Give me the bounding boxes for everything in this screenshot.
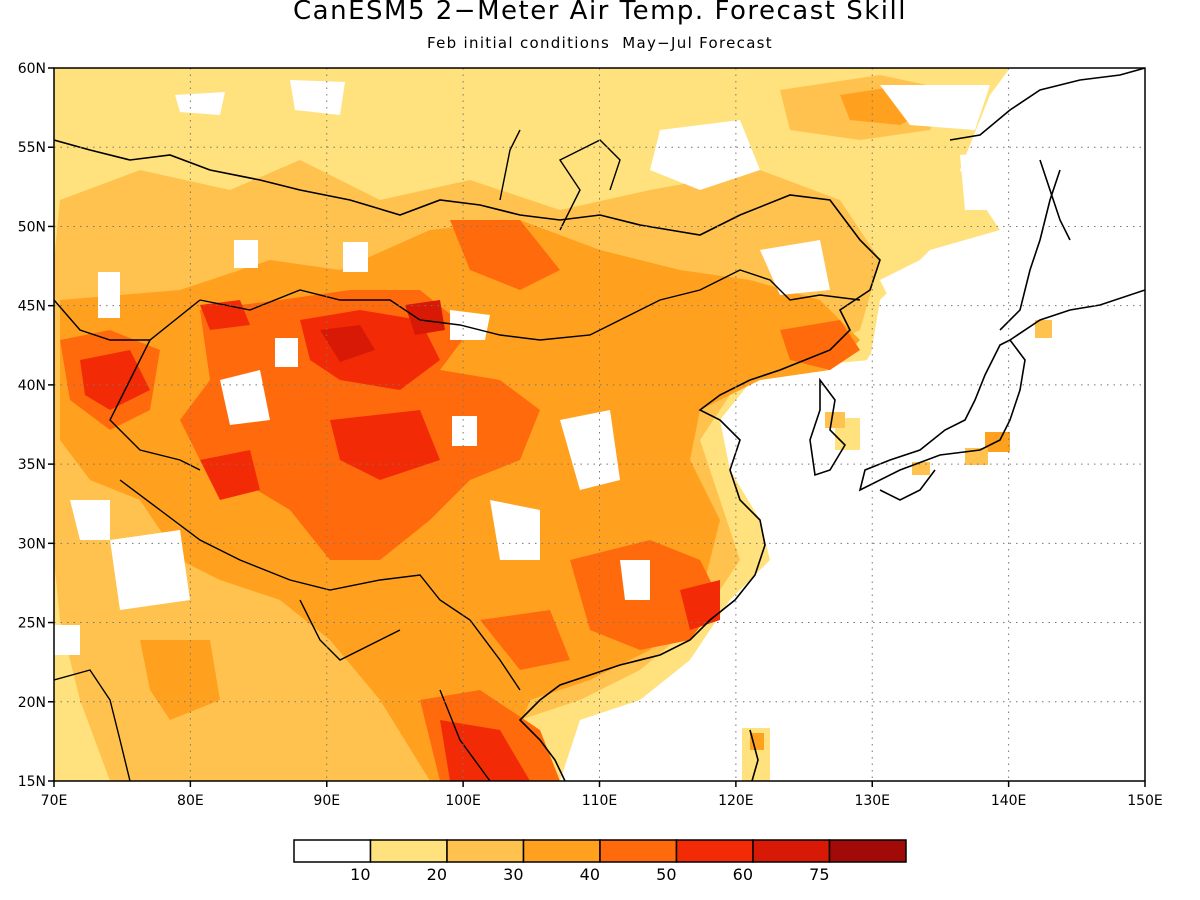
x-tick-label: 140E	[991, 793, 1027, 809]
y-tick-label: 45N	[18, 299, 46, 315]
y-axis-labels: 15N 20N 25N 30N 35N 40N 45N 50N 55N 60N	[18, 61, 46, 790]
y-tick-label: 35N	[18, 457, 46, 473]
y-tick-label: 30N	[18, 536, 46, 552]
axis-ticks	[48, 67, 1146, 787]
y-tick-label: 55N	[18, 140, 46, 156]
colorbar-swatch	[522, 839, 601, 863]
colorbar-label: 30	[503, 865, 523, 884]
colorbar-label: 20	[427, 865, 447, 884]
colorbar-swatch	[293, 839, 372, 863]
x-tick-label: 120E	[718, 793, 754, 809]
colorbar-swatch	[446, 839, 525, 863]
coastlines	[54, 68, 1145, 781]
map-subtitle: Feb initial conditions May−Jul Forecast	[427, 34, 773, 52]
skill-field	[54, 68, 1145, 781]
y-tick-label: 20N	[18, 695, 46, 711]
colorbar-label: 10	[350, 865, 370, 884]
colorbar-swatch	[675, 839, 754, 863]
map-title: CanESM5 2−Meter Air Temp. Forecast Skill	[293, 0, 907, 26]
colorbar-label: 50	[656, 865, 676, 884]
colorbar-label: 75	[809, 865, 829, 884]
x-tick-label: 110E	[582, 793, 618, 809]
colorbar-swatch	[828, 839, 907, 863]
y-tick-label: 15N	[18, 774, 46, 790]
x-tick-label: 130E	[854, 793, 890, 809]
colorbar-swatch	[752, 839, 831, 863]
y-tick-label: 60N	[18, 61, 46, 77]
x-tick-label: 90E	[313, 793, 340, 809]
x-axis-labels: 70E 80E 90E 100E 110E 120E 130E 140E 150E	[41, 793, 1163, 809]
colorbar-swatch	[599, 839, 678, 863]
y-tick-label: 50N	[18, 219, 46, 235]
colorbar-label: 40	[580, 865, 600, 884]
x-tick-label: 80E	[177, 793, 204, 809]
colorbar-label: 60	[733, 865, 753, 884]
y-tick-label: 25N	[18, 616, 46, 632]
x-tick-label: 150E	[1127, 793, 1163, 809]
x-tick-label: 100E	[445, 793, 481, 809]
colorbar: 10 20 30 40 50 60 75	[293, 839, 907, 884]
colorbar-swatch	[369, 839, 448, 863]
y-tick-label: 40N	[18, 378, 46, 394]
x-tick-label: 70E	[41, 793, 68, 809]
